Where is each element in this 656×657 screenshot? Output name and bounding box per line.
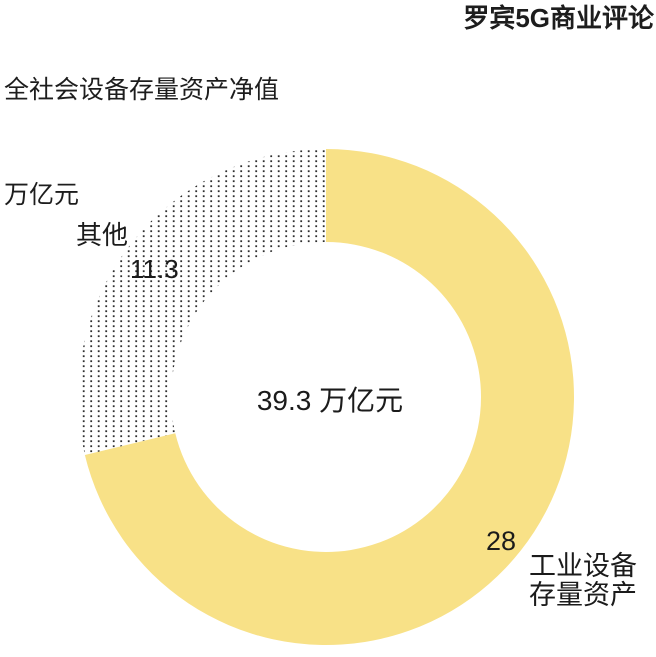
chart-title-unit: 万亿元 xyxy=(4,181,80,209)
slice-label-industrial-name: 工业设备 存量资产 xyxy=(529,552,637,610)
slice-label-industrial-value: 28 xyxy=(486,526,517,556)
chart-title-line1: 全社会设备存量资产净值 xyxy=(4,76,280,104)
chart-title: 全社会设备存量资产净值 万亿元 xyxy=(4,3,279,283)
slice-label-other-name: 其他 xyxy=(76,220,129,250)
donut-center-total: 39.3 万亿元 xyxy=(256,385,404,416)
slice-label-industrial-name-line2: 存量资产 xyxy=(529,580,637,610)
slice-label-industrial-name-line1: 工业设备 xyxy=(529,551,637,581)
donut-slice-industrial[interactable] xyxy=(84,149,574,645)
slice-label-other-value: 11.3 xyxy=(130,254,179,284)
brand-watermark: 罗宾5G商业评论 xyxy=(463,3,654,33)
donut-slice-other[interactable] xyxy=(77,149,327,455)
